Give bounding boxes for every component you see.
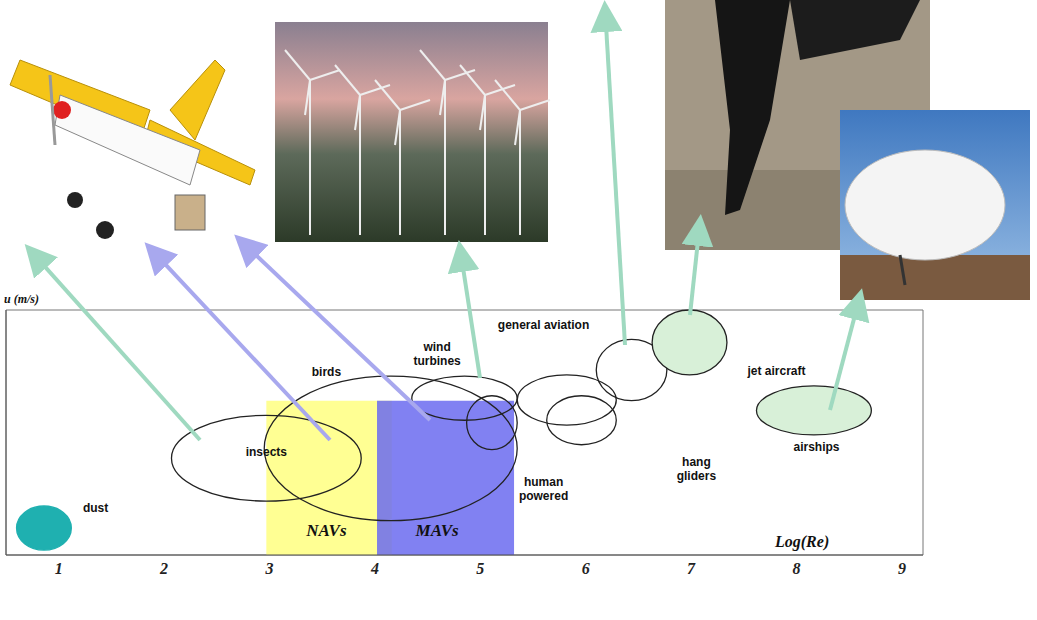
- svg-text:4: 4: [370, 560, 379, 577]
- svg-text:airships: airships: [794, 440, 840, 454]
- svg-text:2: 2: [159, 560, 168, 577]
- svg-text:9: 9: [898, 560, 906, 577]
- svg-text:humanpowered: humanpowered: [519, 475, 568, 503]
- html-text:Log(Re): Log(Re): [775, 533, 830, 550]
- svg-text:MAVs: MAVs: [415, 521, 460, 540]
- svg-text:3: 3: [265, 560, 274, 577]
- svg-text:7: 7: [687, 560, 696, 577]
- svg-text:dust: dust: [83, 501, 108, 515]
- svg-text:5: 5: [476, 560, 484, 577]
- svg-text:birds: birds: [312, 365, 342, 379]
- svg-text:insects: insects: [246, 445, 288, 459]
- svg-text:windturbines: windturbines: [413, 340, 461, 368]
- svg-text:6: 6: [582, 560, 590, 577]
- svg-text:NAVs: NAVs: [305, 521, 347, 540]
- svg-text:jet aircraft: jet aircraft: [746, 364, 805, 378]
- svg-text:8: 8: [793, 560, 801, 577]
- svg-text:general aviation: general aviation: [498, 318, 589, 332]
- svg-text:hanggliders: hanggliders: [677, 455, 717, 483]
- html-text:u (m/s): u (m/s): [4, 292, 39, 306]
- svg-text:1: 1: [55, 560, 63, 577]
